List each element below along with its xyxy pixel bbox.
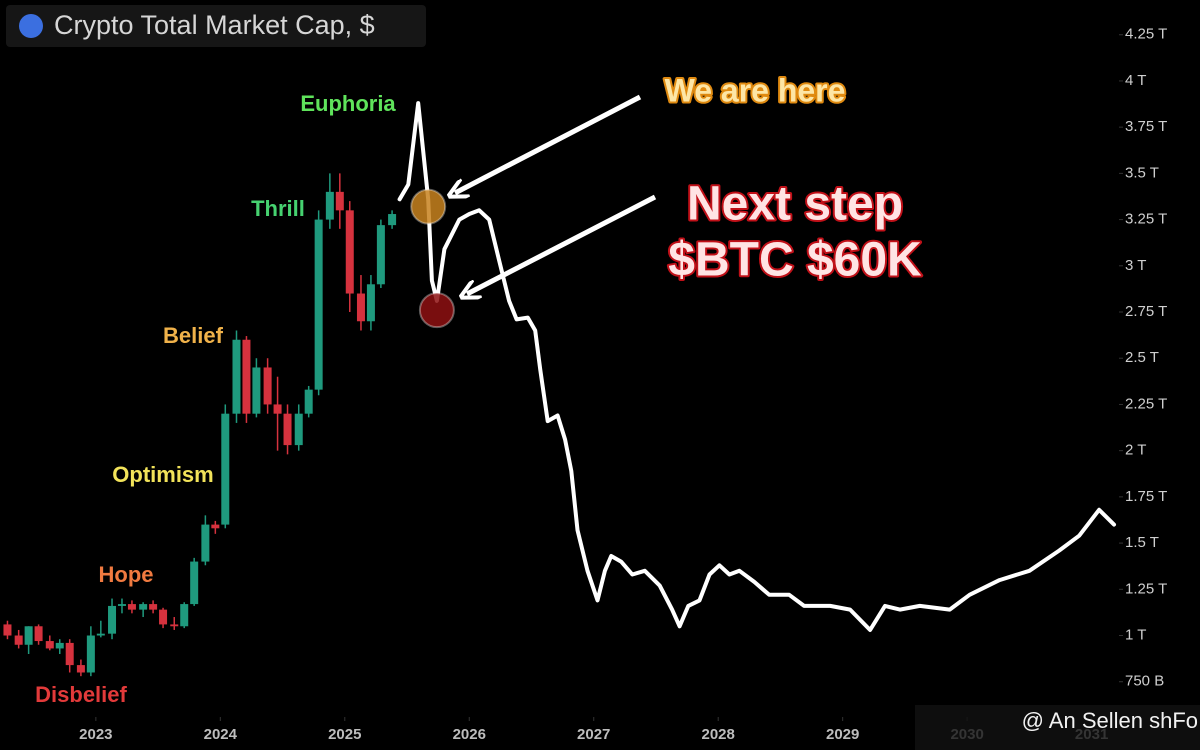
annotation: We are here <box>665 72 846 108</box>
candle-body <box>252 367 261 414</box>
candle-body <box>139 604 148 610</box>
candle-body <box>263 367 272 405</box>
plot-area: 750 B 1 T 1.25 T 1.5 T 1.75 T 2 T 2.25 T 2.5 T 2… <box>3 26 1167 743</box>
candle-body <box>388 214 397 226</box>
watermark: @ An Sellen shFo <box>1022 708 1198 733</box>
y-tick-label: 1.5 T <box>1125 534 1159 551</box>
candle-body <box>127 604 136 610</box>
x-tick-label: 2025 <box>328 726 361 743</box>
y-tick-label: 2.5 T <box>1125 349 1159 366</box>
candle-body <box>117 604 126 606</box>
x-tick-label: 2023 <box>79 726 112 743</box>
candle-body <box>283 413 292 446</box>
y-tick-label: 1.25 T <box>1125 580 1167 597</box>
x-tick-label: 2026 <box>453 726 486 743</box>
y-tick-label: 3.75 T <box>1125 118 1167 135</box>
candle-body <box>170 624 179 627</box>
marker-circle <box>418 292 455 329</box>
candle-body <box>45 641 54 649</box>
candle-body <box>201 524 210 562</box>
y-tick-label: 4.25 T <box>1125 26 1167 43</box>
candle-body <box>304 389 313 414</box>
candle-body <box>376 225 385 285</box>
candle-body <box>55 642 64 649</box>
candle-body <box>108 605 117 634</box>
candle-body <box>345 210 354 294</box>
y-tick-label: 750 B <box>1125 673 1164 690</box>
y-tick-label: 1.75 T <box>1125 488 1167 505</box>
candle-body <box>294 413 303 446</box>
candle-body <box>366 284 375 322</box>
candle-body <box>335 191 344 211</box>
candle-body <box>314 219 323 390</box>
candle-body <box>149 604 158 610</box>
marker-circle <box>410 188 447 225</box>
candle-body <box>221 413 230 525</box>
phase-label: Hope <box>99 562 154 587</box>
y-tick-label: 4 T <box>1125 72 1146 89</box>
y-tick-label: 2.75 T <box>1125 303 1167 320</box>
x-tick-label: 2027 <box>577 726 610 743</box>
y-tick-label: 2.25 T <box>1125 395 1167 412</box>
watermark-box <box>915 705 1200 750</box>
phase-label: Thrill <box>251 196 305 221</box>
y-tick-label: 3.5 T <box>1125 164 1159 181</box>
phase-label: Disbelief <box>35 682 127 707</box>
arrow <box>467 194 657 294</box>
candle-body <box>232 339 241 414</box>
candle-body <box>190 561 199 605</box>
candle-body <box>325 191 334 220</box>
chart-title: Crypto Total Market Cap, $ <box>54 10 375 40</box>
candle-body <box>24 626 33 645</box>
arrow <box>455 94 642 193</box>
phase-label: Belief <box>163 323 224 348</box>
y-tick-label: 3.25 T <box>1125 211 1167 228</box>
phase-label: Euphoria <box>300 91 396 116</box>
title-box <box>6 5 426 47</box>
annotation: Next step <box>687 178 903 231</box>
candle-body <box>3 624 12 636</box>
candle-body <box>159 609 168 625</box>
title-icon <box>19 14 43 38</box>
candle-body <box>273 404 282 414</box>
candle-body <box>356 293 365 322</box>
candle-body <box>76 665 85 673</box>
candle-body <box>96 633 105 636</box>
candle-body <box>86 635 95 673</box>
candle-body <box>65 642 74 666</box>
candle-body <box>242 339 251 414</box>
y-tick-label: 3 T <box>1125 257 1146 274</box>
x-tick-label: 2029 <box>826 726 859 743</box>
annotation: $BTC $60K <box>668 234 922 287</box>
y-tick-label: 1 T <box>1125 626 1146 643</box>
x-tick-label: 2024 <box>204 726 238 743</box>
candle-body <box>34 626 43 642</box>
y-tick-label: 2 T <box>1125 442 1146 459</box>
candle-body <box>180 604 189 627</box>
candle-body <box>211 524 220 529</box>
phase-label: Optimism <box>112 462 213 487</box>
candle-body <box>14 635 23 645</box>
x-tick-label: 2028 <box>702 726 735 743</box>
projection-line <box>397 101 1116 632</box>
